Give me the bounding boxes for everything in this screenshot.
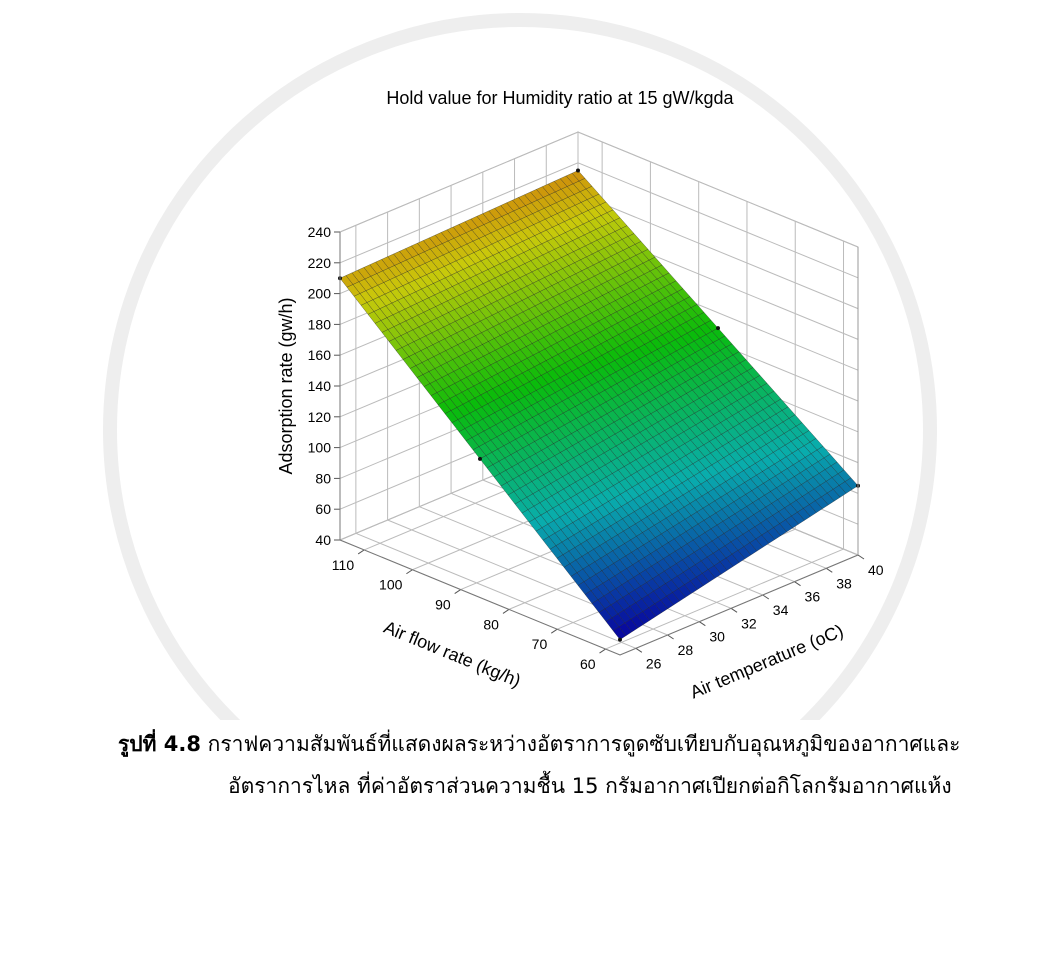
tick-mark: [730, 607, 738, 613]
tick-mark: [406, 569, 413, 575]
tick-mark: [357, 549, 365, 555]
chart: Hold value for Humidity ratio at 15 gW/k…: [103, 13, 937, 720]
surface-point: [576, 168, 580, 173]
tick-mark: [794, 581, 801, 587]
y-tick-label: 26: [646, 655, 662, 671]
tick-mark: [699, 621, 706, 627]
y-tick-label: 36: [805, 589, 821, 605]
tick-mark: [857, 554, 865, 560]
tick-mark: [635, 647, 643, 653]
chart-title: Hold value for Humidity ratio at 15 gW/k…: [386, 88, 734, 108]
tick-mark: [825, 567, 833, 573]
tick-mark: [454, 589, 461, 594]
z-tick-label: 120: [308, 409, 332, 425]
caption-line: รูปที่ 4.8 กราฟความสัมพันธ์ที่แสดงผลระหว…: [118, 728, 1042, 761]
x-tick-label: 100: [379, 577, 403, 593]
watermark: [103, 13, 937, 720]
caption-label: รูปที่ 4.8: [118, 732, 201, 756]
surface-point: [716, 326, 720, 331]
y-tick-label: 28: [678, 642, 694, 658]
surface: [339, 170, 859, 640]
x-axis-label: Air flow rate (kg/h): [381, 617, 524, 691]
z-tick-label: 200: [308, 286, 332, 302]
x-tick-label: 110: [332, 557, 355, 573]
grid-line: [355, 225, 637, 649]
tick-mark: [502, 608, 510, 614]
x-tick-label: 60: [580, 656, 596, 672]
y-tick-label: 34: [773, 602, 789, 618]
z-tick-label: 220: [308, 255, 332, 271]
tick-mark: [667, 634, 674, 640]
surface-point: [478, 456, 482, 461]
z-tick-label: 160: [308, 347, 332, 363]
z-axis-label: Adsorption rate (gw/h): [276, 297, 296, 474]
y-tick-label: 40: [868, 562, 884, 578]
x-tick-label: 70: [532, 636, 548, 652]
z-tick-label: 180: [308, 316, 332, 332]
z-tick-label: 140: [308, 378, 332, 394]
tick-mark: [550, 628, 558, 634]
x-tick-label: 90: [435, 597, 451, 613]
z-tick-label: 40: [315, 532, 331, 548]
z-tick-label: 80: [315, 470, 331, 486]
tick-mark: [762, 594, 770, 600]
y-tick-label: 38: [836, 575, 852, 591]
axis-line: [339, 232, 859, 656]
y-tick-label: 32: [741, 615, 757, 631]
y-tick-label: 30: [709, 629, 725, 645]
z-tick-label: 240: [308, 224, 332, 240]
caption-line: อัตราการไหล ที่ค่าอัตราส่วนความชื้น 15 ก…: [228, 774, 952, 798]
surface-point: [618, 637, 622, 642]
caption-text: กราฟความสัมพันธ์ที่แสดงผลระหว่างอัตราการ…: [207, 732, 961, 756]
z-tick-label: 100: [308, 440, 332, 456]
tick-mark: [599, 648, 606, 654]
surface-cell: [612, 626, 627, 640]
x-tick-label: 80: [483, 616, 499, 632]
z-tick-label: 60: [315, 501, 331, 517]
